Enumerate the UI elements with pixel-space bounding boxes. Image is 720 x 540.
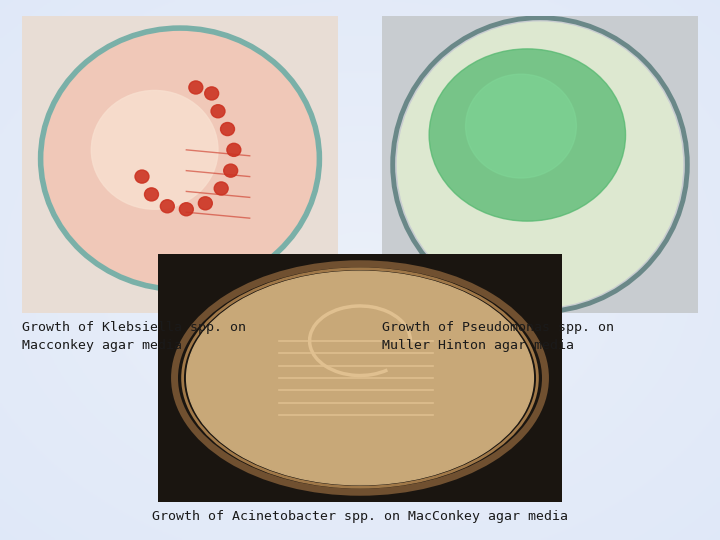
Circle shape [135,170,149,183]
Circle shape [145,188,158,201]
Circle shape [44,31,316,286]
Circle shape [227,143,240,157]
Text: Growth of Pseudomonas spp. on
Muller Hinton agar media: Growth of Pseudomonas spp. on Muller Hin… [382,321,613,352]
Circle shape [224,164,238,177]
Ellipse shape [397,22,683,307]
Text: Growth of Klebsiella spp. on
Macconkey agar media: Growth of Klebsiella spp. on Macconkey a… [22,321,246,352]
Circle shape [215,182,228,195]
Circle shape [179,202,193,216]
Ellipse shape [429,49,626,221]
Circle shape [211,105,225,118]
Circle shape [204,87,219,100]
Circle shape [189,81,203,94]
Ellipse shape [466,74,577,178]
Circle shape [91,91,218,209]
Text: Growth of Acinetobacter spp. on MacConkey agar media: Growth of Acinetobacter spp. on MacConke… [152,510,568,523]
Circle shape [186,271,534,485]
Circle shape [220,123,235,136]
Circle shape [199,197,212,210]
Circle shape [161,200,174,213]
